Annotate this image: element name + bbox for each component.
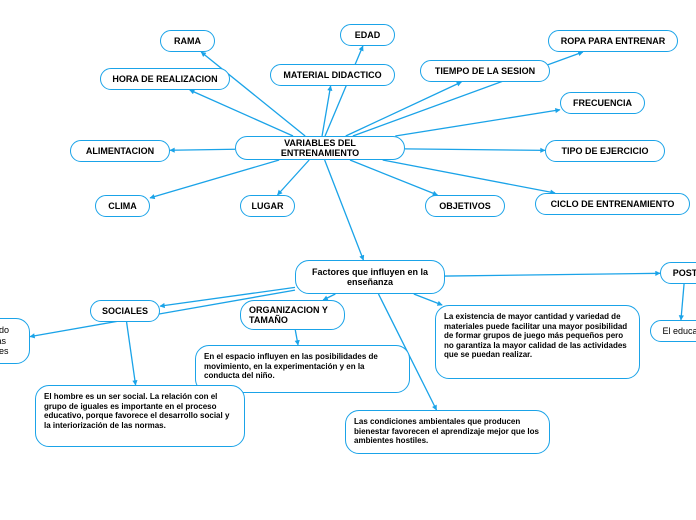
node-hora: HORA DE REALIZACION — [100, 68, 230, 90]
edge-sociales-p_hombre — [127, 322, 136, 385]
node-alimentacion: ALIMENTACION — [70, 140, 170, 162]
paragraph-text-p_hombre: El hombre es un ser social. La relación … — [44, 392, 229, 430]
node-educa: El educa — [650, 320, 696, 342]
node-rama: RAMA — [160, 30, 215, 52]
paragraph-text-p_ambiental: Las condiciones ambientales que producen… — [354, 417, 539, 445]
node-label-educa: El educa — [662, 326, 696, 336]
node-material: MATERIAL DIDACTICO — [270, 64, 395, 86]
node-label-center2: Factores que influyen en la enseñanza — [304, 267, 436, 288]
edge-center1-center2 — [325, 160, 364, 260]
node-edad: EDAD — [340, 24, 395, 46]
edge-center1-material — [322, 86, 331, 136]
node-ropa: ROPA PARA ENTRENAR — [548, 30, 678, 52]
node-lugar: LUGAR — [240, 195, 295, 217]
node-label-material: MATERIAL DIDACTICO — [283, 70, 381, 80]
edge-center1-clima — [150, 160, 279, 198]
node-label-orgtam: ORGANIZACION Y TAMAÑO — [249, 305, 336, 326]
node-post: POST — [660, 262, 696, 284]
node-leftclip: nodo más lares — [0, 318, 30, 364]
node-label-center1: VARIABLES DEL ENTRENAMIENTO — [244, 138, 396, 159]
node-label-frecuencia: FRECUENCIA — [573, 98, 632, 108]
node-tiempo: TIEMPO DE LA SESION — [420, 60, 550, 82]
paragraph-p_materiales: La existencia de mayor cantidad y varied… — [435, 305, 640, 379]
node-label-leftclip: nodo más lares — [0, 325, 9, 356]
edge-center1-objetivos — [350, 160, 438, 195]
node-label-alimentacion: ALIMENTACION — [86, 146, 154, 156]
node-center1: VARIABLES DEL ENTRENAMIENTO — [235, 136, 405, 160]
edge-center1-frecuencia — [395, 110, 560, 136]
node-orgtam: ORGANIZACION Y TAMAÑO — [240, 300, 345, 330]
node-label-edad: EDAD — [355, 30, 381, 40]
node-tipoej: TIPO DE EJERCICIO — [545, 140, 665, 162]
edge-center1-alimentacion — [170, 149, 235, 150]
node-label-ropa: ROPA PARA ENTRENAR — [561, 36, 666, 46]
node-label-tipoej: TIPO DE EJERCICIO — [561, 146, 648, 156]
edge-center1-tiempo — [346, 82, 462, 136]
edge-center1-lugar — [277, 160, 309, 195]
edge-center1-edad — [325, 46, 363, 136]
node-label-tiempo: TIEMPO DE LA SESION — [435, 66, 535, 76]
node-label-ciclo: CICLO DE ENTRENAMIENTO — [551, 199, 675, 209]
node-label-objetivos: OBJETIVOS — [439, 201, 491, 211]
node-label-clima: CLIMA — [108, 201, 137, 211]
edge-center1-tipoej — [405, 149, 545, 150]
paragraph-p_hombre: El hombre es un ser social. La relación … — [35, 385, 245, 447]
edge-post-educa — [681, 284, 684, 320]
edge-center2-p_materiales — [414, 294, 442, 305]
edge-center2-post — [445, 273, 660, 276]
paragraph-p_ambiental: Las condiciones ambientales que producen… — [345, 410, 550, 454]
edge-orgtam-p_espacio — [295, 330, 298, 345]
node-clima: CLIMA — [95, 195, 150, 217]
paragraph-text-p_materiales: La existencia de mayor cantidad y varied… — [444, 312, 627, 359]
node-sociales: SOCIALES — [90, 300, 160, 322]
paragraph-text-p_espacio: En el espacio influyen en las posibilida… — [204, 352, 378, 380]
node-label-rama: RAMA — [174, 36, 201, 46]
node-label-post: POST — [673, 268, 696, 278]
node-objetivos: OBJETIVOS — [425, 195, 505, 217]
node-label-lugar: LUGAR — [252, 201, 284, 211]
node-frecuencia: FRECUENCIA — [560, 92, 645, 114]
edge-center1-hora — [190, 90, 293, 136]
node-label-hora: HORA DE REALIZACION — [112, 74, 217, 84]
node-center2: Factores que influyen en la enseñanza — [295, 260, 445, 294]
node-ciclo: CICLO DE ENTRENAMIENTO — [535, 193, 690, 215]
edge-center1-ciclo — [383, 160, 555, 193]
node-label-sociales: SOCIALES — [102, 306, 148, 316]
